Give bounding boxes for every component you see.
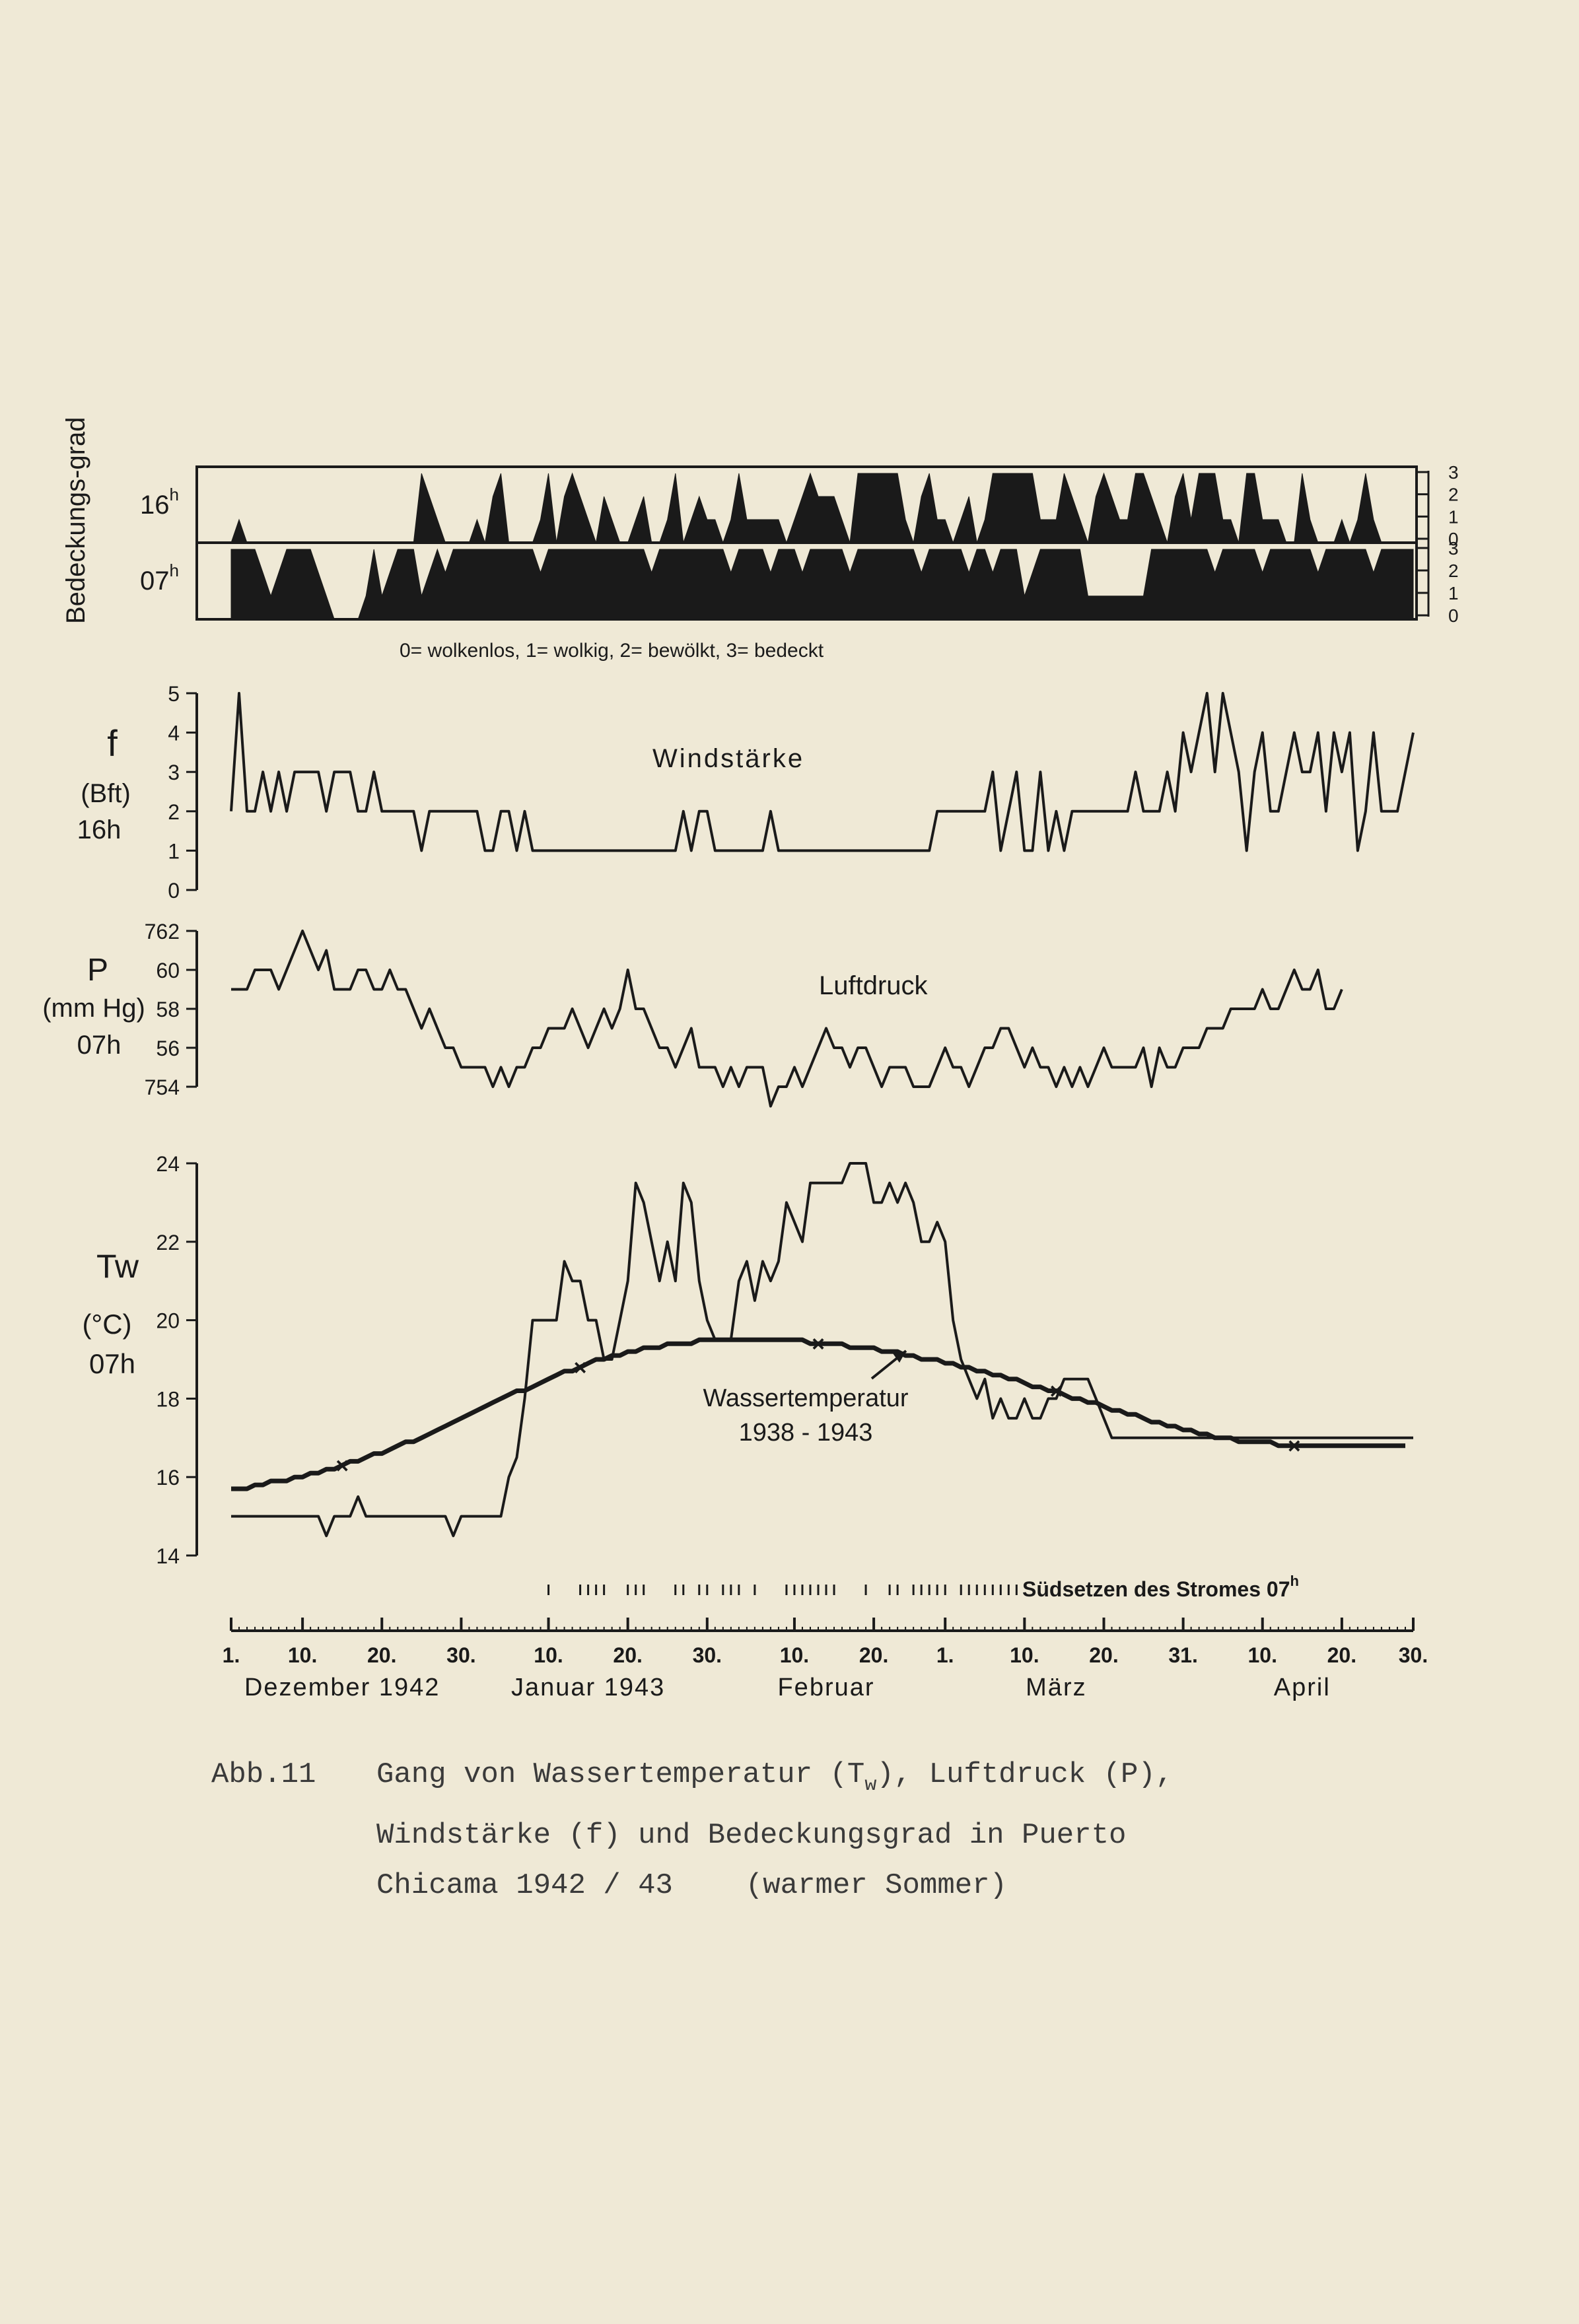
cloud-right-tick-label: 3: [1448, 462, 1459, 483]
caption-line1: Gang von Wassertemperatur (T: [376, 1758, 865, 1791]
cloud-cover-area-16h: [230, 472, 1413, 544]
pressure-y-time: 07h: [77, 1031, 122, 1060]
g-press-y-tick-label: 762: [145, 920, 180, 943]
x-tick-label: 10.: [1010, 1643, 1039, 1667]
wind-panel: 5 4 3 2 1 0 f (Bft) 16h Windstärke: [77, 682, 1415, 903]
cloud-cover-area-07h: [230, 548, 1414, 620]
figure-caption: Abb.11 Gang von Wassertemperatur (Tw), Lu…: [211, 1750, 1173, 1911]
mean-marker: ×: [812, 1332, 825, 1357]
g-wind-y-tick-label: 2: [168, 800, 180, 824]
annotation-arrowhead: [893, 1351, 906, 1363]
cloud-right-tick-label: 2: [1448, 485, 1459, 505]
pressure-y-label: P: [87, 953, 108, 988]
mean-marker: ×: [574, 1355, 587, 1381]
cloud-y-axis-label: Bedeckungs-grad: [61, 417, 90, 624]
x-tick-label: 1.: [223, 1643, 240, 1667]
x-month-label: Januar 1943: [511, 1674, 665, 1701]
g-temp-y-tick-label: 22: [156, 1231, 180, 1254]
caption-line1-end: ), Luftdruck (P),: [876, 1758, 1174, 1791]
wind-y-time: 16h: [77, 815, 122, 844]
x-month-label: Dezember 1942: [244, 1674, 440, 1701]
cloud-right-tick-label: 0: [1448, 605, 1459, 626]
g-wind-y-tick-label: 5: [168, 682, 180, 706]
mean-marker: ×: [1049, 1379, 1063, 1404]
x-tick-label: 10.: [1248, 1643, 1277, 1667]
caption-line1-subscript: w: [864, 1774, 877, 1796]
g-temp-y-tick-label: 16: [156, 1466, 180, 1489]
x-tick-label: 30.: [693, 1643, 722, 1667]
x-tick-label: 20.: [613, 1643, 642, 1667]
x-tick-label: 31.: [1168, 1643, 1197, 1667]
mean-marker: ×: [1288, 1434, 1301, 1459]
water-temperature-mean-line: [231, 1337, 1405, 1491]
temp-y-time: 07h: [89, 1348, 135, 1379]
caption-line2: Windstärke (f) und Bedeckungsgrad in Pue…: [376, 1819, 1127, 1852]
caption-line3: Chicama 1942 / 43: [376, 1869, 673, 1902]
x-tick-label: 30.: [1399, 1643, 1428, 1667]
cloud-right-tick-label: 3: [1448, 538, 1459, 559]
g-temp-y-tick-label: 18: [156, 1387, 180, 1411]
x-month-label: März: [1026, 1674, 1086, 1701]
x-month-label: Februar: [777, 1674, 874, 1701]
x-tick-label: 20.: [367, 1643, 396, 1667]
cloud-right-tick-label: 1: [1448, 506, 1459, 527]
g-temp-y-tick-label: 14: [156, 1544, 180, 1568]
caption-label: Abb.11: [211, 1758, 316, 1791]
g-press-y-tick-label: 58: [156, 998, 180, 1021]
pressure-series-line: [231, 930, 1343, 1108]
g-wind-y-tick-label: 3: [168, 761, 180, 784]
cloud-right-tick-label: 0: [1448, 529, 1459, 549]
g-press-y-tick-label: 56: [156, 1037, 180, 1060]
x-tick-label: 20.: [859, 1643, 888, 1667]
wind-y-unit: (Bft): [81, 779, 131, 808]
temp-y-label: Tw: [96, 1248, 139, 1285]
g-temp-y-tick-label: 20: [156, 1309, 180, 1333]
x-axis: 1. 10. 20. 30. 10. 20. 30. 10. 20. 1. 10. 20. 31. 10.…: [223, 1618, 1428, 1701]
pressure-series-label: Luftdruck: [819, 971, 929, 1000]
cloud-row-label-07: 07h: [140, 561, 179, 596]
g-press-y-tick-label: 754: [145, 1076, 180, 1099]
mean-annotation-line2: 1938 - 1943: [739, 1419, 873, 1447]
g-wind-y-tick-label: 1: [168, 839, 180, 863]
x-tick-label: 10.: [780, 1643, 809, 1667]
cloud-legend-note: 0= wolkenlos, 1= wolkig, 2= bewölkt, 3= …: [400, 640, 824, 662]
x-tick-label: 10.: [288, 1643, 317, 1667]
cloud-row-label-16: 16h: [140, 485, 179, 520]
g-temp-y-tick-label: 24: [156, 1152, 180, 1176]
wind-series-line: [230, 692, 1415, 852]
wind-y-label: f: [107, 722, 118, 764]
pressure-panel: 762 60 58 56 754 P (mm Hg) 07h Luftdruck: [42, 920, 1343, 1108]
g-press-y-tick-label: 60: [156, 959, 180, 982]
wind-series-label: Windstärke: [652, 744, 804, 773]
g-wind-y-tick-label: 0: [168, 879, 180, 903]
x-month-label: April: [1274, 1674, 1331, 1701]
suedsetzen-strip: Südsetzen des Stromes 07h: [547, 1573, 1299, 1601]
mean-marker: ×: [335, 1453, 349, 1478]
x-tick-label: 1.: [936, 1643, 954, 1667]
pressure-y-unit: (mm Hg): [42, 994, 145, 1023]
g-wind-y-tick-label: 4: [168, 722, 180, 745]
temp-y-unit: (°C): [82, 1309, 131, 1340]
mean-annotation-line1: Wassertemperatur: [703, 1384, 908, 1412]
suedsetzen-label: Südsetzen des Stromes 07h: [1022, 1573, 1299, 1601]
caption-line3-note: (warmer Sommer): [745, 1869, 1007, 1902]
cloud-right-tick-label: 2: [1448, 561, 1459, 581]
x-tick-label: 20.: [1089, 1643, 1118, 1667]
x-tick-label: 10.: [534, 1643, 563, 1667]
water-temperature-panel: 24 22 20 18 16 14 × × × × × Tw (°C) 07h Wassertemperat…: [82, 1152, 1413, 1568]
x-tick-label: 30.: [446, 1643, 475, 1667]
x-tick-label: 20.: [1327, 1643, 1356, 1667]
cloud-right-tick-label: 1: [1448, 583, 1459, 603]
